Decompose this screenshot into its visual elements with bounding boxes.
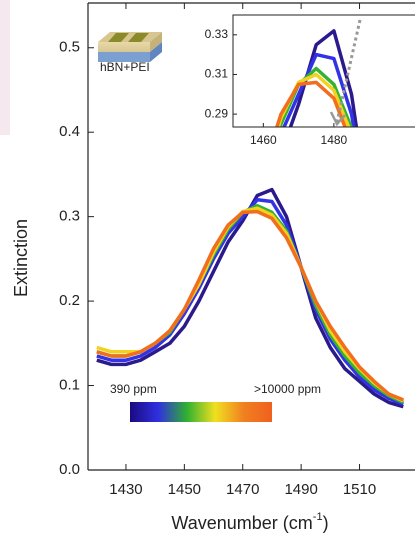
y-tick-label: 0.2	[59, 292, 80, 309]
colorbar-label: >10000 ppm	[254, 382, 321, 396]
x-tick-label: 1490	[284, 481, 317, 498]
inset-y-tick-label: 0.29	[205, 106, 229, 120]
y-tick-label: 0.0	[59, 461, 80, 478]
data-line	[96, 198, 404, 406]
data-line	[96, 209, 404, 402]
x-tick-label: 1450	[168, 481, 201, 498]
inset-x-tick-label: 1480	[321, 133, 348, 147]
x-label-main: Wavenumber (cm	[171, 513, 312, 533]
y-tick-label: 0.4	[59, 123, 80, 140]
y-tick-label: 0.5	[59, 39, 80, 56]
inset-y-tick-label: 0.31	[205, 67, 229, 81]
inset-y-tick-label: 0.33	[205, 27, 229, 41]
data-line	[278, 66, 353, 127]
trend-arrow-head	[329, 111, 346, 127]
x-label-sup: -1	[313, 511, 323, 523]
device-icon	[98, 32, 162, 62]
data-line	[276, 72, 351, 127]
background-strip	[0, 0, 10, 135]
annotation: hBN+PEI	[100, 60, 150, 74]
y-tick-label: 0.3	[59, 208, 80, 225]
y-tick-label: 0.1	[59, 377, 80, 394]
x-axis-label: Wavenumber (cm-1)	[171, 511, 328, 533]
x-tick-label: 1470	[226, 481, 259, 498]
y-axis-label: Extinction	[11, 219, 31, 297]
inset-frame	[232, 14, 415, 128]
x-label-end: )	[323, 513, 329, 533]
colorbar	[130, 402, 272, 422]
x-tick-label: 1430	[109, 481, 142, 498]
data-line	[275, 80, 347, 127]
inset-x-tick-label: 1460	[250, 133, 277, 147]
colorbar-label: 390 ppm	[110, 382, 157, 396]
x-tick-label: 1510	[343, 481, 376, 498]
data-line	[96, 203, 405, 404]
